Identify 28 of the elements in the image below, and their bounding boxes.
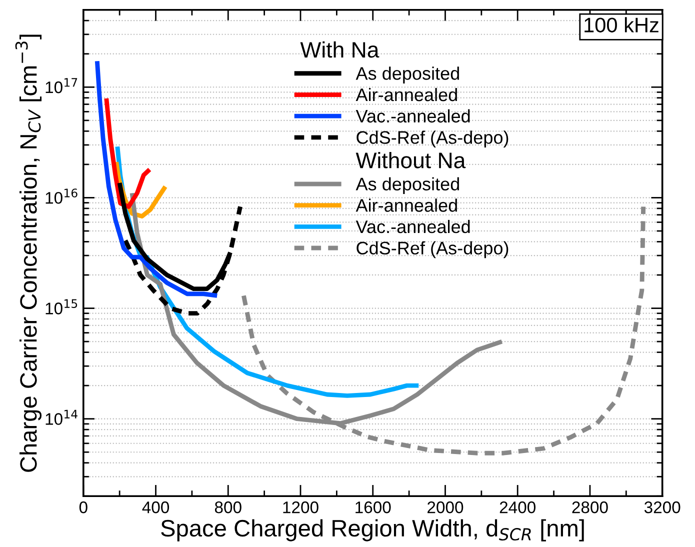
x-tick-label: 2000 <box>428 501 464 514</box>
x-axis-title: Space Charged Region Width, d$_{SCR}$ [nm] <box>161 519 584 542</box>
line-series <box>104 96 152 209</box>
annotation: Without Na <box>356 152 466 168</box>
y-tick-label: 10$^{16}$ <box>46 188 78 204</box>
legend-label: As deposited <box>356 177 459 194</box>
y-tick-label: 10$^{17}$ <box>46 78 78 94</box>
x-tick-label: 3200 <box>644 501 680 514</box>
x-tick-label: 2800 <box>572 501 608 514</box>
y-axis-title: Charge Carrier Concentration, N$_{CV}$ [cm$^{−3}$] <box>15 34 42 472</box>
legend-label: Air-annealed <box>356 198 457 212</box>
x-tick-label: 400 <box>142 501 170 514</box>
x-tick-label: 1600 <box>356 501 391 514</box>
y-tick-label: 10$^{15}$ <box>46 299 78 314</box>
legend-label: CdS-Ref (As-depo) <box>356 241 508 258</box>
legend-label: CdS-Ref (As-depo) <box>356 130 508 148</box>
y-tick-label: 10$^{14}$ <box>46 410 78 425</box>
legend-label: Vac.-annealed <box>356 109 470 123</box>
legend-label: Air-annealed <box>356 88 457 102</box>
legend-label: Vac.-annealed <box>356 220 470 234</box>
x-tick-label: 1200 <box>283 501 318 514</box>
line-series <box>94 58 220 298</box>
x-tick-label: 2400 <box>500 501 536 514</box>
x-tick-label: 0 <box>79 501 88 514</box>
x-tick-label: 800 <box>214 501 242 514</box>
annotation: 100 kHz <box>584 17 658 32</box>
annotation: With Na <box>300 41 380 58</box>
legend-label: As deposited <box>356 66 459 84</box>
